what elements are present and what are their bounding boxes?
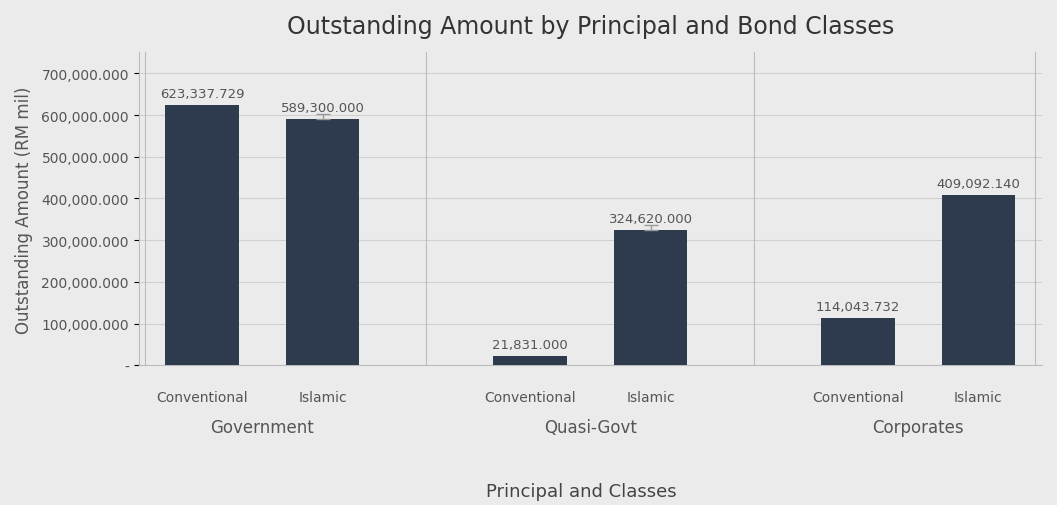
Bar bbox=[614, 230, 687, 366]
Text: Conventional: Conventional bbox=[812, 390, 904, 405]
Title: Outstanding Amount by Principal and Bond Classes: Outstanding Amount by Principal and Bond… bbox=[286, 15, 894, 39]
Text: 409,092.140: 409,092.140 bbox=[937, 177, 1020, 190]
Text: Principal and Classes: Principal and Classes bbox=[486, 482, 676, 500]
Text: 589,300.000: 589,300.000 bbox=[281, 103, 365, 115]
Text: 324,620.000: 324,620.000 bbox=[609, 213, 692, 225]
Bar bbox=[494, 357, 567, 366]
Bar bbox=[821, 318, 895, 366]
Text: 623,337.729: 623,337.729 bbox=[160, 88, 244, 101]
Text: Conventional: Conventional bbox=[484, 390, 576, 405]
Text: Corporates: Corporates bbox=[872, 419, 964, 437]
Text: Conventional: Conventional bbox=[156, 390, 248, 405]
Text: 21,831.000: 21,831.000 bbox=[493, 338, 568, 351]
Text: Islamic: Islamic bbox=[626, 390, 674, 405]
Text: Quasi-Govt: Quasi-Govt bbox=[544, 419, 636, 437]
Text: Islamic: Islamic bbox=[954, 390, 1003, 405]
Text: 114,043.732: 114,043.732 bbox=[816, 300, 901, 313]
Bar bbox=[942, 195, 1015, 366]
Y-axis label: Outstanding Amount (RM mil): Outstanding Amount (RM mil) bbox=[15, 86, 33, 333]
Bar bbox=[285, 120, 359, 366]
Text: Islamic: Islamic bbox=[298, 390, 347, 405]
Bar bbox=[166, 106, 239, 366]
Text: Government: Government bbox=[210, 419, 314, 437]
